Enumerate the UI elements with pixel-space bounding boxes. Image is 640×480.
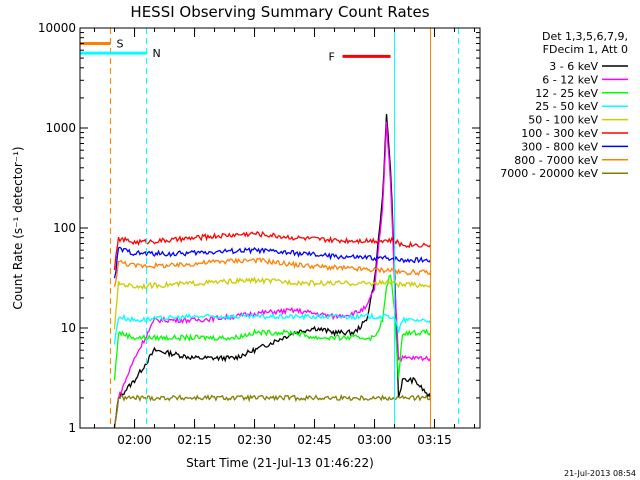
x-tick-label: 02:00 xyxy=(117,433,152,447)
series-line-1 xyxy=(113,121,432,428)
series-line-7 xyxy=(113,257,432,287)
x-tick-label: 03:15 xyxy=(417,433,452,447)
legend-label: 6 - 12 keV xyxy=(542,73,598,86)
plot-frame xyxy=(79,27,481,429)
legend-label: 7000 - 20000 keV xyxy=(500,167,598,180)
y-axis-label: Count Rate (s⁻¹ detector⁻¹) xyxy=(11,146,25,309)
legend-label: 800 - 7000 keV xyxy=(514,154,598,167)
y-tick-label: 1000 xyxy=(45,121,76,135)
series-line-5 xyxy=(113,230,432,271)
series-line-8 xyxy=(113,393,432,428)
legend-label: 50 - 100 keV xyxy=(528,114,598,127)
series-line-4 xyxy=(113,276,432,330)
axes: 1 10 100 1000 10000 02:00 02:15 02:30 02:45 03:00… xyxy=(38,21,481,447)
legend-label: 300 - 800 keV xyxy=(521,140,598,153)
y-tick-label: 10 xyxy=(61,321,76,335)
y-tick-label: 1 xyxy=(68,421,76,435)
timestamp: 21-Jul-2013 08:54 xyxy=(564,469,636,478)
x-tick-label: 02:30 xyxy=(237,433,272,447)
flag-label-0: S xyxy=(117,37,124,50)
x-tick-label: 02:15 xyxy=(177,433,212,447)
legend-label: 3 - 6 keV xyxy=(549,60,598,73)
legend-label: 12 - 25 keV xyxy=(535,87,598,100)
legend-label: 100 - 300 keV xyxy=(521,127,598,140)
series-line-3 xyxy=(113,311,432,345)
chart-title: HESSI Observing Summary Count Rates xyxy=(130,3,429,21)
series-line-6 xyxy=(113,246,432,279)
legend-header: Det 1,3,5,6,7,9, xyxy=(542,30,628,43)
x-tick-label: 03:00 xyxy=(357,433,392,447)
legend-header: FDecim 1, Att 0 xyxy=(543,43,628,56)
y-tick-label: 10000 xyxy=(38,21,76,35)
plot-area: S N F xyxy=(79,28,460,428)
x-tick-label: 02:45 xyxy=(297,433,332,447)
y-tick-label: 100 xyxy=(53,221,76,235)
legend-label: 25 - 50 keV xyxy=(535,100,598,113)
x-axis-label: Start Time (21-Jul-13 01:46:22) xyxy=(186,456,374,470)
flag-label-1: N xyxy=(153,47,161,60)
series-line-2 xyxy=(113,274,432,381)
legend: Det 1,3,5,6,7,9,FDecim 1, Att 0 3 - 6 keV… xyxy=(500,30,628,180)
flag-label-2: F xyxy=(329,50,335,63)
series-line-0 xyxy=(113,114,432,427)
